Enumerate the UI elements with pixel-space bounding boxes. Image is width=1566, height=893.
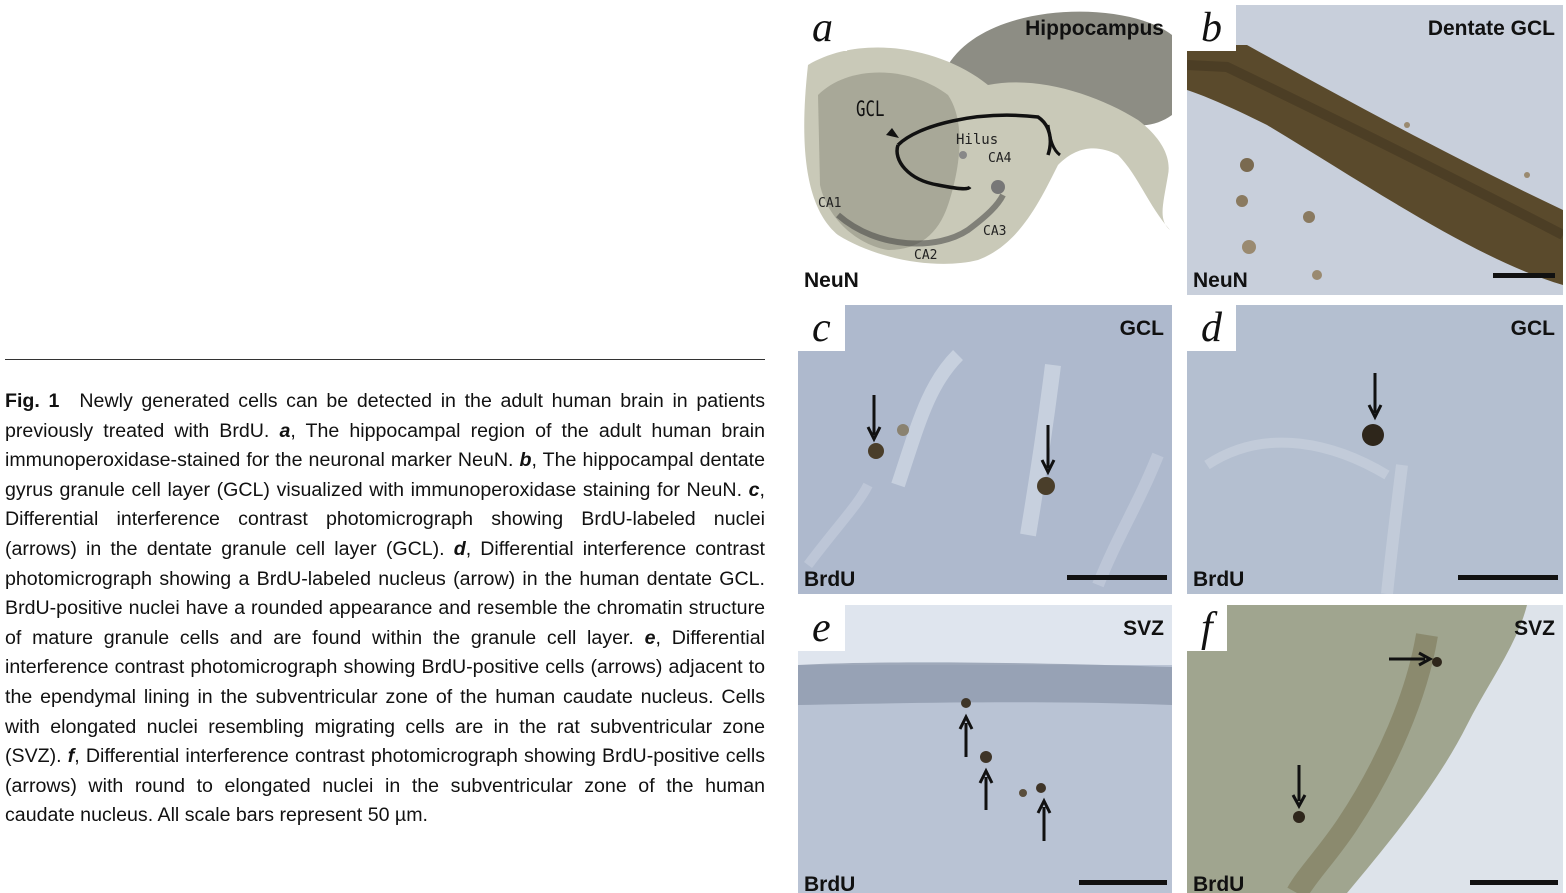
caption-panel-ref: b	[519, 449, 532, 472]
panel-a-title: Hippocampus	[1025, 17, 1164, 40]
panel-c-stain: BrdU	[804, 568, 856, 591]
caption-panel-ref: c	[748, 478, 760, 501]
caption-text: , The hippocampal dentate gyrus granule …	[5, 449, 765, 501]
panel-a-letter: a	[798, 5, 847, 51]
label-ca3: CA3	[983, 224, 1007, 239]
panel-d-letter: d	[1187, 305, 1236, 351]
panel-c-gcl: c GCL BrdU	[798, 305, 1172, 594]
panel-e-stain: BrdU	[804, 873, 856, 893]
caption-text: , Differential interference contrast pho…	[5, 626, 766, 768]
panel-a-hippocampus: a Hippocampus GCL Hilus CA4 CA1 CA3 CA2 …	[798, 5, 1172, 295]
caption-body: Newly generated cells can be detected in…	[5, 390, 765, 826]
panel-c-letter: c	[798, 305, 845, 351]
panel-b-title: Dentate GCL	[1427, 17, 1555, 40]
hippocampus-micrograph	[804, 11, 1172, 264]
caption-text: , Differential interference contrast pho…	[5, 745, 766, 827]
caption-panel-ref: a	[279, 419, 291, 442]
label-ca1: CA1	[818, 196, 842, 211]
scale-bar	[1079, 880, 1167, 885]
svz-brdu-micrograph	[1187, 605, 1527, 893]
panel-d-title: GCL	[1510, 317, 1555, 340]
caption-panel-ref: e	[644, 626, 656, 649]
panel-f-title: SVZ	[1514, 617, 1555, 640]
caption-panel-ref: f	[67, 745, 75, 768]
caption-divider	[5, 359, 765, 360]
scale-bar	[1067, 575, 1167, 580]
label-ca2: CA2	[914, 248, 938, 263]
panel-c-title: GCL	[1119, 317, 1164, 340]
panel-e-svz: e SVZ BrdU	[798, 605, 1172, 893]
panel-f-letter: f	[1187, 605, 1227, 651]
caption-text: Newly generated cells can be detected in…	[5, 390, 765, 442]
panel-a-stain: NeuN	[804, 269, 859, 292]
gcl-brdu-micrograph	[1204, 373, 1408, 594]
figure-label: Fig. 1	[5, 390, 60, 412]
dentate-gcl-micrograph	[1187, 45, 1563, 285]
caption-text: , Differential interference contrast pho…	[5, 478, 765, 560]
scale-bar	[1458, 575, 1558, 580]
panel-f-svz: f SVZ BrdU	[1187, 605, 1563, 893]
svz-brdu-micrograph	[798, 605, 1172, 841]
panel-e-title: SVZ	[1123, 617, 1164, 640]
panel-b-dentate-gcl: b Dentate GCL NeuN	[1187, 5, 1563, 295]
scale-bar	[1493, 273, 1555, 278]
panel-d-gcl: d GCL BrdU	[1187, 305, 1563, 594]
figure-caption: Fig. 1 Newly generated cells can be detec…	[5, 387, 765, 831]
panel-b-stain: NeuN	[1193, 269, 1248, 292]
panel-d-stain: BrdU	[1193, 568, 1245, 591]
caption-text: , The hippocampal region of the adult hu…	[5, 419, 765, 472]
label-gcl: GCL	[856, 97, 885, 121]
caption-text: , Differential interference contrast pho…	[5, 537, 765, 649]
label-ca4: CA4	[988, 151, 1012, 166]
panel-f-stain: BrdU	[1193, 873, 1245, 893]
scale-bar	[1470, 880, 1558, 885]
label-hilus: Hilus	[956, 132, 999, 148]
caption-panel-ref: d	[453, 537, 466, 560]
gcl-brdu-micrograph	[804, 350, 1164, 588]
panel-b-letter: b	[1187, 5, 1236, 51]
panel-e-letter: e	[798, 605, 845, 651]
